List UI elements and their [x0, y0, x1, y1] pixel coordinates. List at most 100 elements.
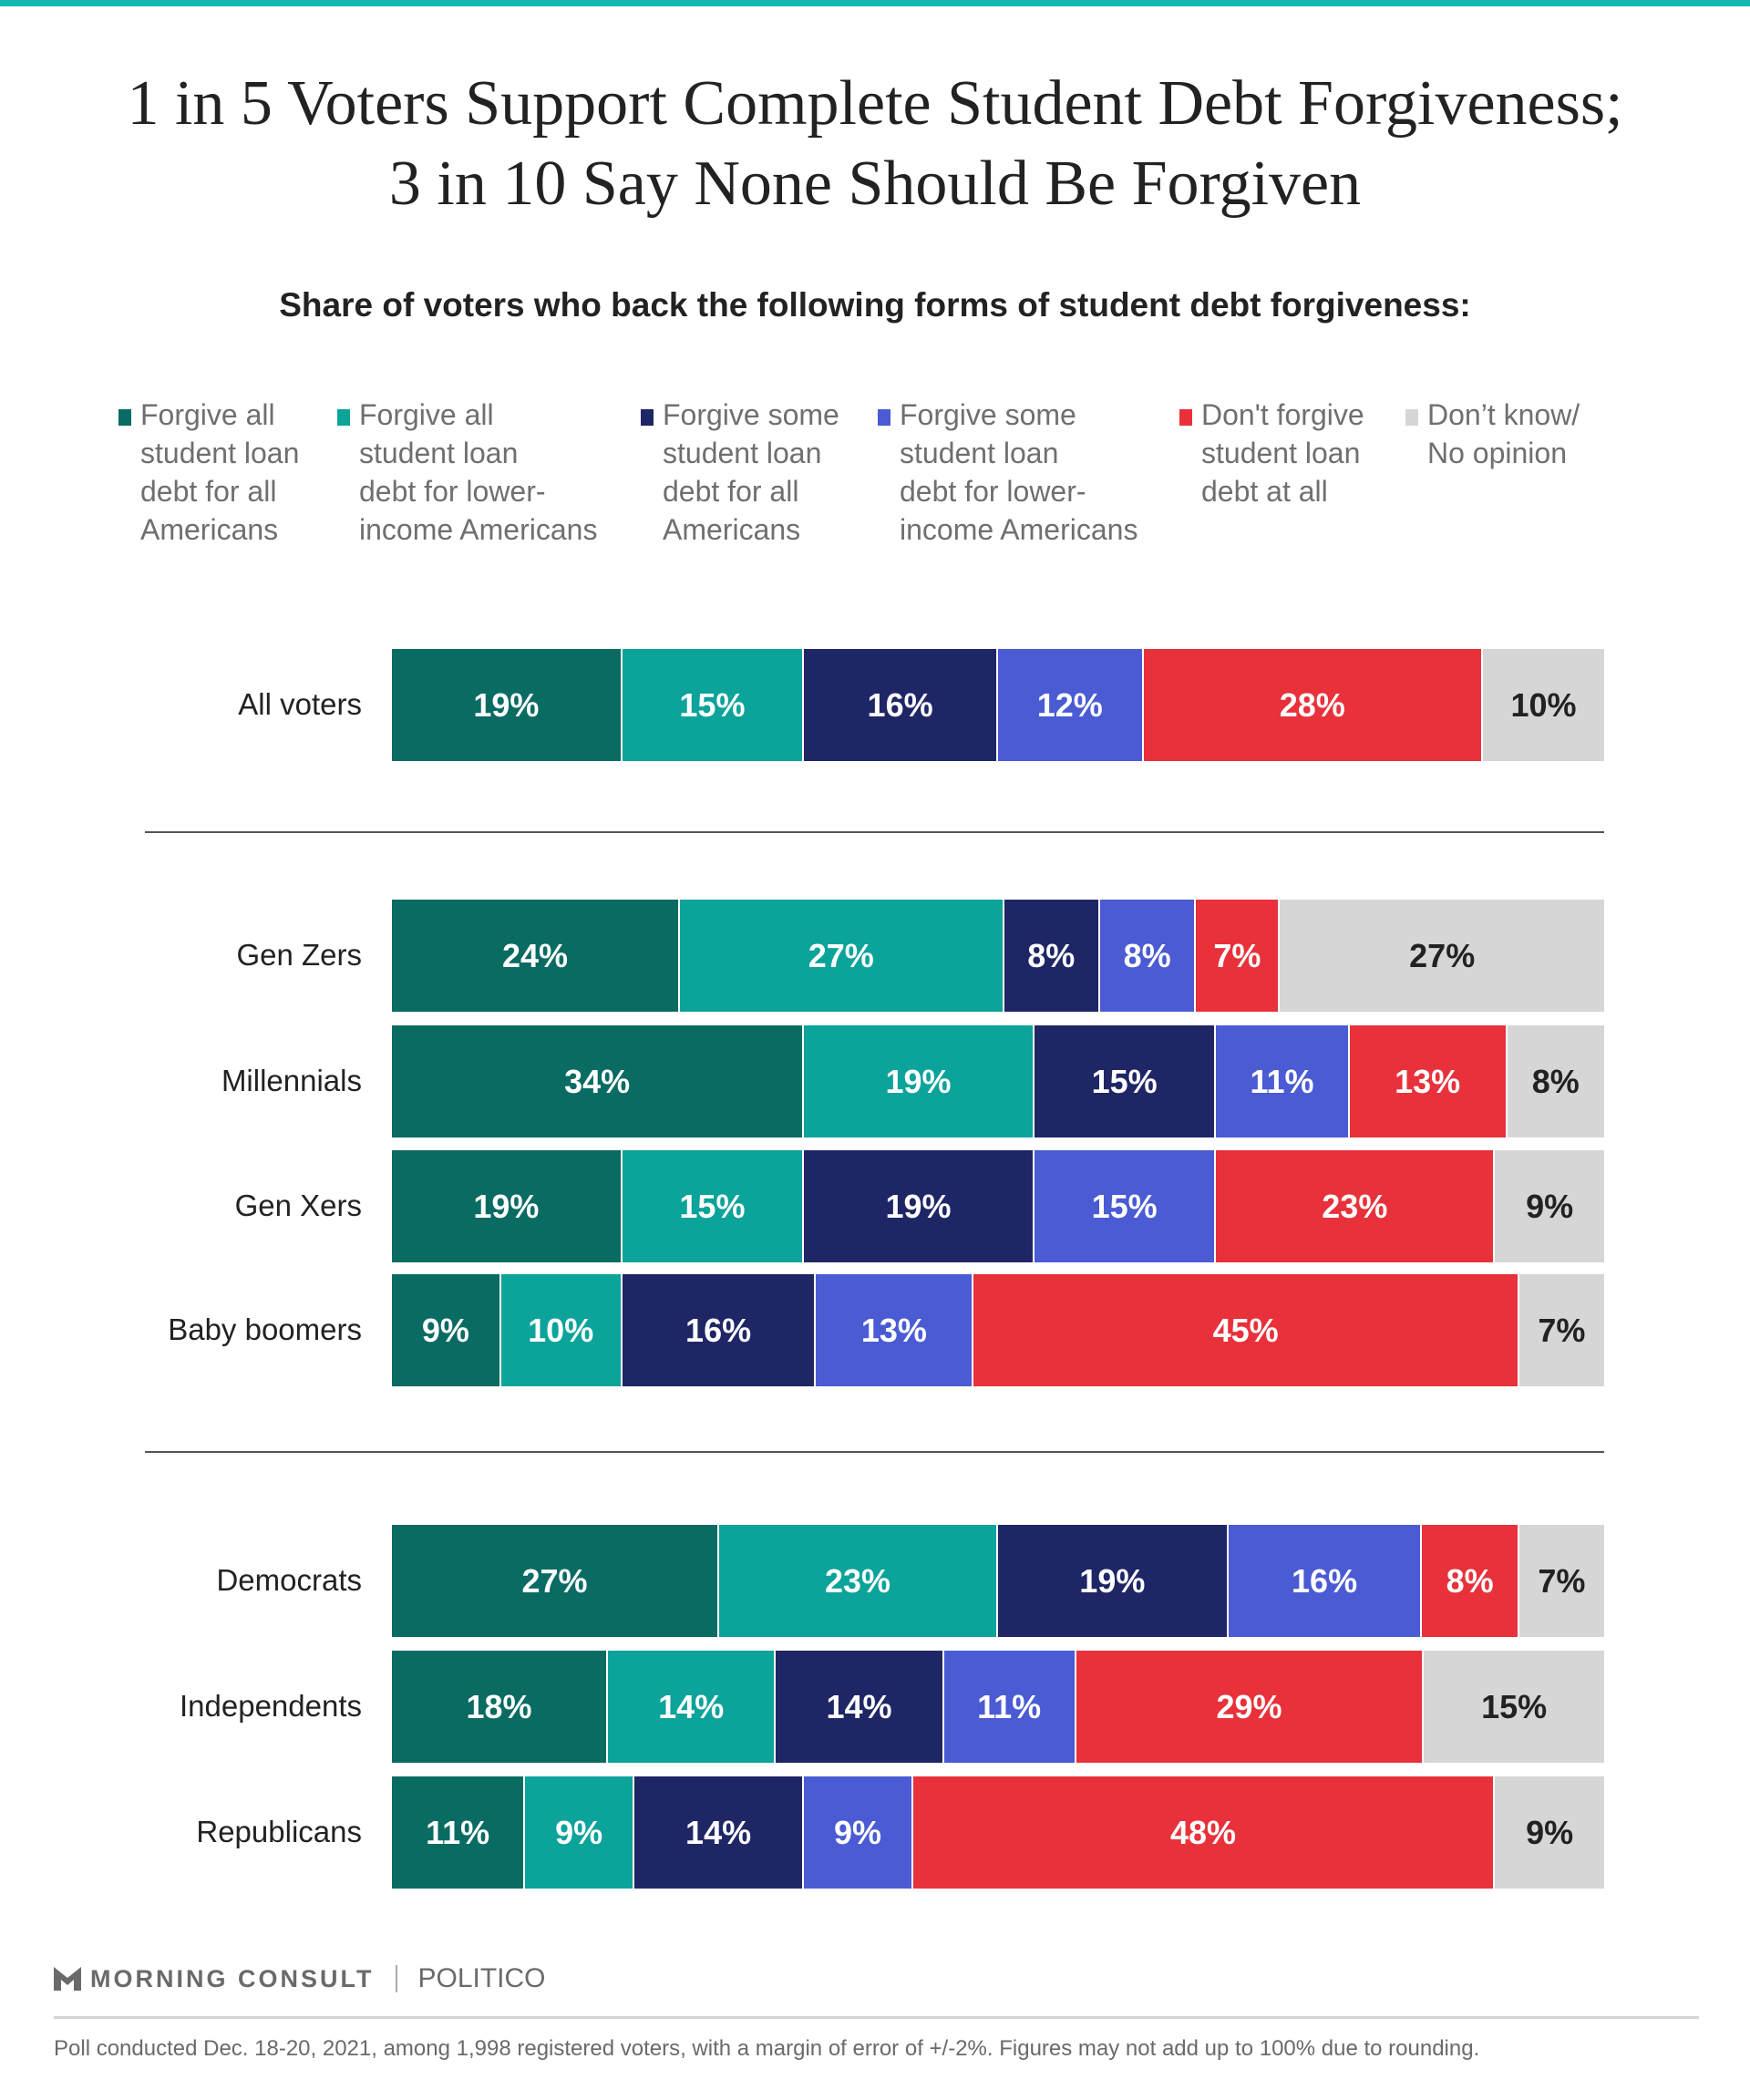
legend-item: Forgive some student loan debt for lower-i…	[878, 396, 1138, 549]
legend-label-line: student loan	[1201, 437, 1361, 469]
title-line-1: 1 in 5 Voters Support Complete Student D…	[127, 68, 1623, 139]
data-label: 16%	[1292, 1561, 1358, 1600]
data-label: 27%	[808, 936, 874, 974]
bar-segment: 45%	[973, 1274, 1519, 1386]
morning-consult-logo-icon	[54, 1967, 81, 1991]
data-label: 12%	[1036, 685, 1103, 724]
data-label: 8%	[1531, 1062, 1580, 1100]
legend-item: Forgive some student loan debt for all Amer…	[641, 396, 839, 549]
data-label: 10%	[528, 1311, 594, 1349]
data-label: 7%	[1213, 936, 1261, 974]
legend-label-line: Forgive some	[900, 398, 1076, 431]
data-label: 8%	[1027, 936, 1076, 974]
bar-segment: 13%	[816, 1274, 974, 1386]
bar-segment: 7%	[1518, 1525, 1604, 1637]
bar-segment: 15%	[622, 1150, 805, 1262]
data-label: 9%	[1526, 1187, 1574, 1225]
bar-segment: 24%	[392, 900, 681, 1012]
legend-swatch	[1179, 409, 1192, 426]
category-label: Republicans	[196, 1814, 362, 1848]
category-label: Millennials	[221, 1063, 362, 1097]
bar-segment: 9%	[1495, 1776, 1604, 1889]
data-label: 19%	[1079, 1561, 1146, 1600]
legend-label-line: Forgive some	[663, 398, 839, 431]
legend-item: Don't forgive student loan debt at all	[1179, 396, 1364, 510]
bar-segment: 9%	[804, 1776, 913, 1889]
bar-segment: 8%	[1099, 900, 1197, 1012]
stacked-bar: 11% 9% 14% 9% 48% 9%	[392, 1776, 1604, 1889]
data-label: 23%	[825, 1561, 891, 1600]
bar-segment: 15%	[1424, 1651, 1604, 1763]
legend-swatch	[337, 409, 350, 426]
bar-segment: 18%	[392, 1651, 609, 1763]
data-label: 11%	[977, 1687, 1042, 1725]
bar-segment: 9%	[392, 1274, 501, 1386]
legend-label-line: Don't forgive	[1201, 398, 1364, 431]
stacked-bar: 18% 14% 14% 11% 29% 15%	[392, 1651, 1604, 1763]
bar-segment: 48%	[912, 1776, 1496, 1889]
bar-segment: 29%	[1076, 1651, 1425, 1763]
morning-consult-logo: MORNING CONSULT	[90, 1964, 375, 1992]
bar-segment: 8%	[1422, 1525, 1519, 1637]
bar-segment: 9%	[525, 1776, 634, 1889]
bar-segment: 15%	[622, 649, 805, 761]
legend-label-line: income Americans	[900, 513, 1138, 546]
bar-segment: 19%	[392, 1150, 623, 1262]
legend-label-line: student loan	[140, 437, 300, 469]
chart-subtitle: Share of voters who back the following f…	[279, 286, 1471, 324]
category-label: Democrats	[216, 1562, 362, 1597]
bar-segment: 10%	[1482, 649, 1604, 761]
bar-segment: 7%	[1196, 900, 1281, 1012]
category-label: Gen Xers	[234, 1188, 362, 1222]
legend-item: Don’t know/No opinion	[1405, 396, 1580, 472]
data-label: 8%	[1123, 936, 1171, 974]
data-label: 15%	[1091, 1187, 1158, 1225]
category-label: All voters	[238, 686, 362, 721]
branding: MORNING CONSULT POLITICO	[54, 1963, 546, 1994]
chart-title: 1 in 5 Voters Support Complete Student D…	[0, 64, 1750, 224]
data-label: 15%	[679, 685, 746, 724]
legend-label-line: student loan	[900, 437, 1059, 469]
legend-label-line: Don’t know/	[1427, 398, 1580, 431]
legend-label-line: Americans	[663, 513, 801, 546]
bar-segment: 15%	[1034, 1025, 1217, 1138]
bar-segment: 27%	[680, 900, 1004, 1012]
data-label: 14%	[826, 1687, 892, 1725]
data-label: 9%	[555, 1813, 603, 1851]
category-label: Gen Zers	[236, 937, 362, 972]
bar-segment: 19%	[997, 1525, 1229, 1637]
data-label: 13%	[1395, 1062, 1461, 1100]
data-label: 48%	[1170, 1813, 1237, 1851]
data-label: 28%	[1279, 685, 1345, 724]
data-label: 9%	[421, 1311, 469, 1349]
bar-segment: 19%	[392, 649, 623, 761]
stacked-bar: 24% 27% 8% 8% 7% 27%	[392, 900, 1604, 1012]
bar-segment: 14%	[608, 1651, 777, 1763]
data-label: 13%	[860, 1311, 927, 1349]
footer-divider	[54, 2016, 1699, 2019]
legend-swatch	[1405, 409, 1418, 426]
bar-segment: 34%	[392, 1025, 805, 1138]
data-label: 9%	[834, 1813, 882, 1851]
bar-segment: 23%	[719, 1525, 998, 1637]
bar-segment: 16%	[622, 1274, 817, 1386]
data-label: 27%	[1409, 936, 1476, 974]
data-label: 19%	[473, 685, 540, 724]
legend-label-line: debt at all	[1201, 475, 1328, 508]
data-label: 7%	[1538, 1561, 1586, 1600]
bar-segment: 13%	[1349, 1025, 1508, 1138]
bar-segment: 12%	[997, 649, 1144, 761]
legend-label-line: No opinion	[1427, 437, 1567, 469]
legend-label-line: student loan	[359, 437, 519, 469]
data-label: 11%	[1250, 1062, 1314, 1100]
legend-label-line: debt for all	[663, 475, 799, 508]
bar-segment: 27%	[1280, 900, 1604, 1012]
bar-segment: 11%	[392, 1776, 526, 1889]
bar-segment: 23%	[1216, 1150, 1496, 1262]
data-label: 16%	[867, 685, 933, 724]
bar-segment: 14%	[776, 1651, 944, 1763]
legend-label-line: Forgive all	[359, 398, 494, 431]
bar-segment: 28%	[1143, 649, 1483, 761]
legend-label-line: debt for lower-	[900, 475, 1086, 508]
stacked-bar: 34% 19% 15% 11% 13% 8%	[392, 1025, 1604, 1138]
